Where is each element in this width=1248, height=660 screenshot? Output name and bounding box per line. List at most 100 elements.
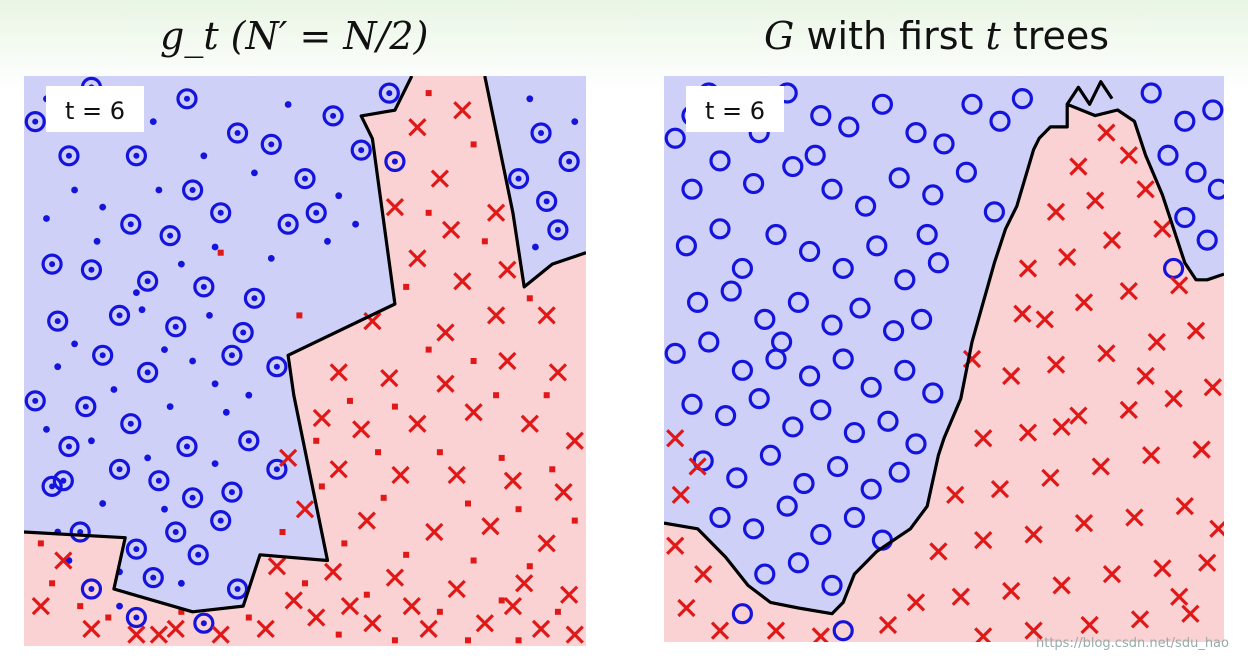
blue-sampled-point bbox=[176, 435, 198, 458]
red-cross-point bbox=[1164, 389, 1183, 408]
blue-circle-point bbox=[664, 127, 686, 149]
red-unsampled-point bbox=[363, 591, 370, 598]
right-title-end: trees bbox=[1000, 14, 1110, 58]
blue-unsampled-point bbox=[99, 500, 107, 507]
red-cross-point bbox=[441, 220, 461, 240]
blue-circle-point bbox=[709, 150, 731, 172]
red-cross-point bbox=[1002, 366, 1021, 386]
red-cross-point bbox=[211, 625, 230, 644]
blue-unsampled-point bbox=[251, 169, 258, 177]
blue-sampled-point bbox=[125, 606, 148, 629]
red-cross-point bbox=[1102, 564, 1122, 584]
blue-sampled-point bbox=[221, 481, 243, 503]
blue-circle-point bbox=[742, 518, 765, 540]
blue-unsampled-point bbox=[211, 460, 219, 467]
blue-sampled-point bbox=[266, 356, 288, 378]
blue-unsampled-point bbox=[71, 340, 78, 348]
iteration-annotation: t = 6 bbox=[686, 86, 784, 132]
red-cross-point bbox=[1069, 406, 1088, 425]
blue-circle-point bbox=[883, 320, 905, 342]
red-unsampled-point bbox=[571, 517, 578, 524]
red-cross-point bbox=[1119, 400, 1138, 420]
blue-unsampled-point bbox=[54, 363, 62, 371]
blue-circle-point bbox=[1163, 257, 1185, 280]
red-cross-point bbox=[380, 368, 399, 388]
blue-circle-point bbox=[888, 461, 910, 483]
red-unsampled-point bbox=[49, 580, 56, 587]
red-cross-point bbox=[906, 593, 926, 612]
left-scatter-plot: t = 6 bbox=[24, 76, 586, 646]
blue-circle-point bbox=[961, 93, 983, 115]
blue-sampled-point bbox=[24, 110, 46, 133]
blue-circle-point bbox=[782, 416, 804, 438]
red-cross-point bbox=[1013, 304, 1032, 323]
blue-circle-point bbox=[922, 382, 944, 404]
red-unsampled-point bbox=[37, 540, 44, 547]
blue-unsampled-point bbox=[571, 118, 579, 125]
red-cross-point bbox=[694, 564, 713, 584]
blue-unsampled-point bbox=[149, 118, 157, 125]
red-cross-point bbox=[166, 619, 185, 639]
blue-circle-point bbox=[731, 257, 754, 280]
blue-region-right bbox=[484, 76, 586, 287]
red-cross-point bbox=[1069, 157, 1088, 176]
blue-circle-point bbox=[989, 110, 1011, 132]
red-cross-point bbox=[548, 363, 568, 382]
red-cross-point bbox=[1125, 508, 1144, 527]
blue-sampled-point bbox=[125, 538, 148, 560]
blue-circle-point bbox=[1157, 144, 1179, 166]
red-cross-point bbox=[408, 118, 427, 137]
blue-unsampled-point bbox=[88, 437, 95, 445]
blue-unsampled-point bbox=[71, 186, 78, 194]
red-cross-point bbox=[149, 625, 169, 644]
right-chart-title: G with first t trees bbox=[764, 14, 1109, 58]
red-cross-point bbox=[284, 591, 303, 610]
red-cross-point bbox=[1147, 332, 1166, 352]
red-cross-point bbox=[1209, 519, 1224, 538]
blue-sampled-point bbox=[182, 487, 204, 509]
blue-circle-point bbox=[911, 308, 933, 330]
blue-circle-point bbox=[832, 257, 854, 280]
blue-unsampled-point bbox=[211, 380, 219, 388]
blue-unsampled-point bbox=[133, 289, 140, 296]
red-cross-point bbox=[1119, 146, 1138, 165]
blue-unsampled-point bbox=[116, 602, 123, 610]
blue-unsampled-point bbox=[161, 346, 168, 353]
red-cross-point bbox=[537, 534, 556, 553]
red-unsampled-point bbox=[375, 449, 382, 456]
red-cross-point bbox=[498, 351, 517, 371]
decision-boundary-2 bbox=[1065, 80, 1114, 106]
red-cross-point bbox=[1002, 581, 1021, 601]
blue-unsampled-point bbox=[324, 237, 331, 245]
blue-sampled-point bbox=[80, 259, 103, 281]
right-title-t: t bbox=[985, 14, 1001, 58]
blue-sampled-point bbox=[41, 253, 63, 275]
right-title-g: G bbox=[764, 14, 795, 58]
red-cross-point bbox=[1203, 378, 1222, 397]
red-cross-point bbox=[329, 460, 348, 479]
red-cross-point bbox=[974, 530, 993, 550]
blue-circle-point bbox=[860, 478, 882, 500]
blue-sampled-point bbox=[226, 122, 249, 144]
left-chart-title: g_t (N′ = N/2) bbox=[160, 14, 428, 58]
blue-sampled-point bbox=[187, 544, 209, 566]
red-cross-point bbox=[554, 482, 573, 502]
red-cross-point bbox=[766, 621, 786, 640]
red-cross-point bbox=[811, 627, 830, 642]
blue-sampled-point bbox=[120, 213, 142, 235]
red-cross-point bbox=[1136, 366, 1155, 386]
red-cross-point bbox=[565, 625, 584, 644]
watermark: https://blog.csdn.net/sdu_hao bbox=[1036, 636, 1229, 651]
blue-sampled-point bbox=[137, 270, 159, 292]
red-unsampled-point bbox=[549, 466, 556, 473]
blue-region bbox=[664, 76, 1224, 614]
blue-sampled-point bbox=[165, 316, 187, 338]
blue-unsampled-point bbox=[99, 203, 107, 211]
red-cross-point bbox=[340, 596, 360, 616]
red-cross-point bbox=[1074, 293, 1094, 312]
red-unsampled-point bbox=[498, 454, 505, 461]
red-cross-point bbox=[329, 363, 348, 382]
red-cross-point bbox=[385, 568, 405, 587]
blue-circle-point bbox=[871, 93, 893, 115]
red-cross-point bbox=[31, 596, 50, 616]
